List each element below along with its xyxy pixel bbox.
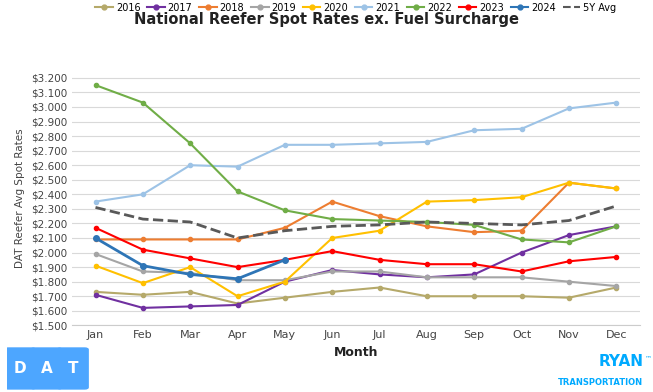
Legend: 2016, 2017, 2018, 2019, 2020, 2021, 2022, 2023, 2024, 5Y Avg: 2016, 2017, 2018, 2019, 2020, 2021, 2022… bbox=[95, 3, 616, 13]
FancyBboxPatch shape bbox=[30, 347, 63, 390]
Y-axis label: DAT Reefer Avg Spot Rates: DAT Reefer Avg Spot Rates bbox=[15, 128, 25, 268]
X-axis label: Month: Month bbox=[334, 346, 378, 359]
Text: A: A bbox=[40, 361, 52, 376]
Text: T: T bbox=[67, 361, 78, 376]
FancyBboxPatch shape bbox=[4, 347, 36, 390]
Text: TRANSPORTATION: TRANSPORTATION bbox=[558, 378, 643, 387]
Text: ™: ™ bbox=[645, 355, 652, 361]
Text: RYAN: RYAN bbox=[598, 354, 643, 369]
FancyBboxPatch shape bbox=[57, 347, 89, 390]
Text: D: D bbox=[14, 361, 26, 376]
Text: National Reefer Spot Rates ex. Fuel Surcharge: National Reefer Spot Rates ex. Fuel Surc… bbox=[134, 12, 519, 27]
